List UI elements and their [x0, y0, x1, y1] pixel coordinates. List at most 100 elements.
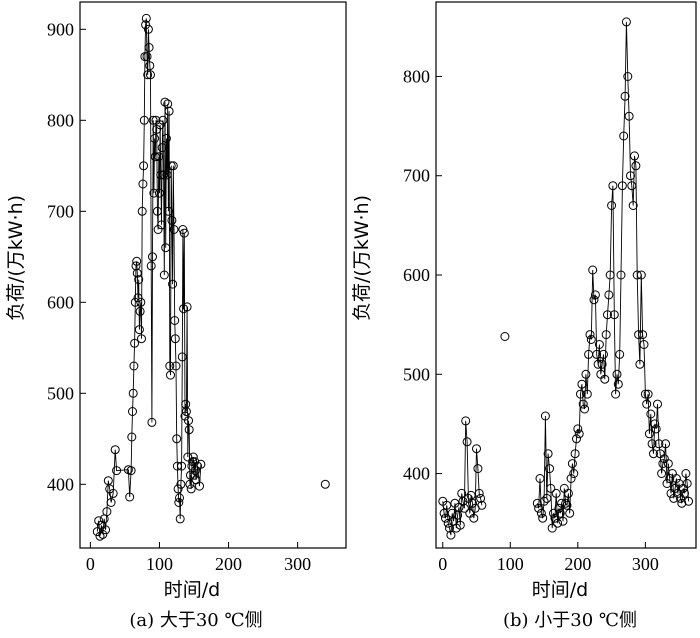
panel-b-data-point	[572, 434, 581, 444]
panel-b-data-point	[562, 500, 572, 510]
panel-a-data-point	[149, 188, 159, 198]
panel-a-data-point	[184, 416, 193, 426]
panel-b-data-point	[566, 474, 576, 483]
panel-b-xtick-label: 300	[632, 554, 659, 574]
panel-a-data-point	[172, 434, 182, 444]
panel-a-data-point	[161, 134, 171, 143]
panel-b-data-point	[500, 332, 510, 341]
panel-a-data-point	[179, 228, 189, 238]
panel-b-data-point	[634, 330, 644, 340]
panel-b-data-point	[455, 520, 465, 530]
panel-b-data-point	[631, 161, 641, 171]
panel-b-data-point	[567, 459, 577, 469]
panel-b-data-point	[534, 503, 544, 513]
panel-a-data-point	[190, 466, 200, 476]
panel-b-data-point	[612, 369, 622, 379]
panel-a-data-point	[166, 370, 175, 380]
panel-b-data-point	[636, 270, 646, 280]
panel-b-data-point	[539, 496, 549, 506]
panel-a-data-point	[190, 457, 200, 467]
panel-b-data-point	[545, 464, 554, 474]
panel-b-data-point	[550, 513, 560, 523]
panel-a-data-point	[186, 484, 196, 494]
panel-a-ytick-label: 800	[47, 110, 74, 130]
panel-b-data-point	[673, 488, 683, 498]
panel-b-data-point	[555, 508, 565, 518]
panel-b-data-point	[605, 270, 615, 280]
panel-a-data-point	[148, 115, 158, 125]
panel-a-data-point	[188, 457, 198, 467]
panel-a-data-point	[106, 498, 116, 507]
panel-b-data-point	[543, 449, 553, 459]
panel-a-data-point	[128, 407, 137, 416]
panel-a-data-point	[181, 399, 191, 409]
panel-a-data-point	[174, 498, 184, 507]
panel-a-data-point	[98, 529, 108, 539]
panel-a-data-point	[166, 161, 176, 171]
panel-a-data-point	[165, 361, 175, 371]
panel-b-data-point	[589, 295, 599, 305]
panel-a-data-point	[139, 115, 149, 125]
panel-a-data-point	[172, 461, 182, 471]
panel-a-data-point	[112, 466, 122, 476]
panel-a-data-point	[145, 61, 155, 71]
panel-a-ytick-label: 600	[47, 292, 74, 312]
panel-b-data-point	[458, 496, 468, 506]
panel-b-data-point	[532, 498, 542, 508]
panel-a-data-point	[175, 493, 184, 503]
panel-b-data-point	[616, 270, 626, 280]
panel-a-data-point	[152, 124, 162, 134]
panel-b-data-point	[623, 72, 633, 81]
panel-b-data-point	[573, 424, 583, 434]
panel-a-data-point	[184, 425, 194, 435]
panel-b-data-point	[558, 516, 568, 526]
panel-a-data-point	[152, 206, 162, 216]
panel-b-data-point	[563, 488, 573, 498]
panel-a-data-point	[182, 302, 192, 312]
panel-a-data-point	[154, 152, 164, 162]
panel-b-data-point	[654, 439, 664, 449]
panel-b-data-point	[681, 469, 691, 478]
panel-b-data-point	[607, 201, 617, 210]
panel-a-data-point	[153, 225, 163, 234]
panel-a-plot: 0 100 200 300 400 500 600 700 800 900	[47, 1, 347, 574]
panel-b-data-point	[554, 503, 564, 513]
panel-a-data-point	[158, 115, 168, 125]
panel-b-xtick-label: 100	[497, 554, 524, 574]
panel-b-xtick-label: 0	[438, 554, 447, 574]
panel-a-data-point	[139, 161, 149, 171]
panel-a-data-point	[132, 268, 142, 278]
panel-a-chart: 0 100 200 300 400 500 600 700 800 900 时间/d 负荷/(万k…	[5, 1, 347, 631]
panel-b-data-point	[569, 469, 579, 478]
panel-a-data-point	[167, 215, 177, 225]
panel-b-data-point	[442, 500, 452, 510]
panel-a-data-point	[108, 488, 118, 498]
panel-a-data-point	[159, 270, 169, 280]
panel-a-ytick-label: 700	[47, 201, 74, 221]
panel-a-data-point	[164, 106, 174, 116]
panel-a-data-point	[157, 220, 166, 230]
panel-a-data-point	[177, 352, 187, 362]
panel-b-data-point	[547, 523, 557, 533]
panel-a-data-point	[127, 432, 137, 442]
panel-b-data-point	[557, 498, 567, 508]
panel-a-xtick-label: 100	[146, 554, 173, 574]
panel-a-series-line	[96, 18, 202, 537]
panel-b-data-point	[561, 498, 571, 508]
panel-b-data-point	[570, 449, 580, 459]
panel-a-data-point	[168, 279, 178, 289]
panel-b-data-point	[617, 181, 627, 191]
panel-b-data-point	[441, 513, 450, 523]
panel-b-data-point	[601, 330, 611, 340]
panel-b-data-point	[609, 310, 619, 320]
panel-b-data-point	[647, 439, 657, 449]
panel-a-data-point	[126, 466, 136, 476]
panel-b-data-point	[472, 444, 481, 454]
panel-a-data-point	[320, 479, 330, 489]
panel-a-data-point	[101, 525, 111, 535]
panel-b-data-point	[578, 399, 588, 409]
panel-a-data-point	[134, 325, 144, 335]
panel-b-caption: (b) 小于30 ℃侧	[503, 610, 637, 631]
panel-b-xlabel: 时间/d	[532, 579, 588, 601]
